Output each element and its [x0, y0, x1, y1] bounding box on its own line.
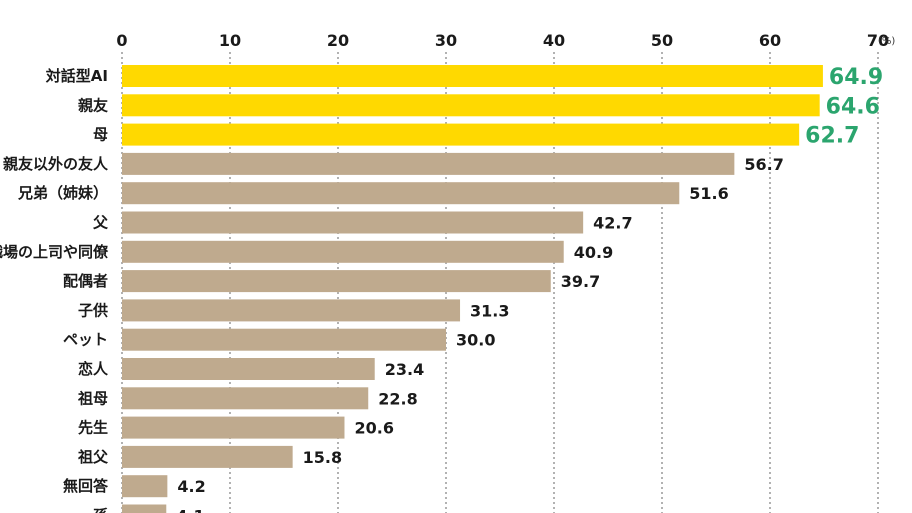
category-label: 親友 — [78, 96, 108, 114]
x-tick-label: 10 — [219, 31, 241, 50]
category-label: ペット — [63, 331, 108, 349]
data-label: 4.1 — [176, 507, 204, 513]
category-label: 職場の上司や同僚 — [0, 243, 109, 261]
bar — [122, 211, 584, 234]
x-axis-ticks: 0 10 20 30 40 50 60 70 — [116, 31, 889, 50]
bar — [122, 270, 551, 293]
x-tick-label: 20 — [327, 31, 349, 50]
category-label: 祖父 — [77, 448, 109, 466]
x-tick-label: 40 — [543, 31, 565, 50]
x-tick-label: 70 — [867, 31, 889, 50]
data-label: 51.6 — [689, 184, 728, 203]
bar — [122, 182, 680, 205]
x-tick-label: 60 — [759, 31, 781, 50]
data-label: 42.7 — [593, 214, 632, 233]
bar — [122, 94, 820, 117]
data-label: 20.6 — [354, 419, 393, 438]
data-label: 15.8 — [303, 448, 342, 467]
bar — [122, 65, 823, 87]
bars — [122, 65, 823, 513]
bar — [122, 504, 167, 513]
data-label: 31.3 — [470, 301, 509, 320]
data-label: 64.6 — [826, 94, 880, 119]
category-label: 母 — [93, 126, 108, 144]
category-label: 孫 — [93, 507, 108, 513]
category-label: 無回答 — [63, 477, 109, 495]
bar — [122, 328, 446, 351]
data-label: 40.9 — [574, 243, 613, 262]
category-label: 親友以外の友人 — [3, 155, 109, 173]
category-label: 兄弟（姉妹） — [17, 184, 108, 202]
category-label: 子供 — [78, 301, 108, 319]
bar — [122, 445, 293, 468]
bar — [122, 240, 564, 263]
bar — [122, 358, 375, 380]
bar — [122, 416, 345, 439]
category-label: 対話型AI — [45, 67, 108, 85]
data-label: 22.8 — [378, 389, 417, 408]
bar — [122, 123, 800, 146]
category-label: 父 — [92, 214, 109, 232]
data-label: 23.4 — [385, 360, 424, 379]
bar — [122, 387, 369, 410]
data-label: 39.7 — [561, 272, 600, 291]
x-tick-label: 30 — [435, 31, 457, 50]
data-label: 56.7 — [744, 155, 783, 174]
x-tick-label: 50 — [651, 31, 673, 50]
x-tick-label: 0 — [116, 31, 127, 50]
data-label: 4.2 — [177, 477, 205, 496]
bar — [122, 299, 461, 322]
data-label: 62.7 — [805, 124, 859, 149]
category-label: 恋人 — [78, 360, 109, 378]
category-label: 先生 — [78, 419, 108, 437]
bar — [122, 152, 735, 175]
value-labels: 64.9 64.6 62.7 56.7 51.6 42.7 40.9 39.7 31.3 30.0… — [176, 65, 883, 513]
category-label: 配偶者 — [63, 272, 108, 290]
category-label: 祖母 — [77, 389, 108, 407]
bar — [122, 475, 168, 498]
data-label: 64.9 — [829, 65, 883, 90]
data-label: 30.0 — [456, 331, 495, 350]
unit-label: (%) — [878, 36, 895, 47]
